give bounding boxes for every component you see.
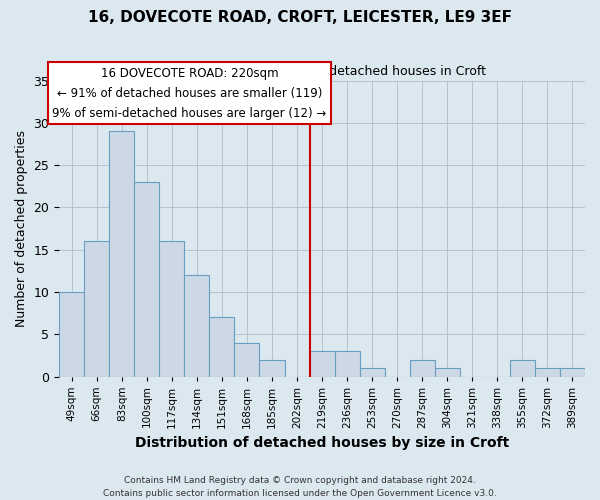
Text: 16 DOVECOTE ROAD: 220sqm
← 91% of detached houses are smaller (119)
9% of semi-d: 16 DOVECOTE ROAD: 220sqm ← 91% of detach… (52, 66, 326, 120)
Bar (410, 360, 435, 376)
Y-axis label: Number of detached properties: Number of detached properties (15, 130, 28, 327)
Bar (109, 132, 134, 376)
Bar (259, 360, 284, 376)
Bar (235, 342, 259, 376)
Bar (335, 351, 359, 376)
Bar (184, 275, 209, 376)
Bar (134, 182, 160, 376)
X-axis label: Distribution of detached houses by size in Croft: Distribution of detached houses by size … (135, 436, 509, 450)
Bar (84, 241, 109, 376)
Bar (209, 318, 235, 376)
Bar (435, 368, 460, 376)
Bar (535, 368, 560, 376)
Bar (510, 360, 535, 376)
Title: Size of property relative to detached houses in Croft: Size of property relative to detached ho… (158, 65, 486, 78)
Text: 16, DOVECOTE ROAD, CROFT, LEICESTER, LE9 3EF: 16, DOVECOTE ROAD, CROFT, LEICESTER, LE9… (88, 10, 512, 25)
Bar (59, 292, 84, 376)
Bar (160, 241, 184, 376)
Bar (560, 368, 585, 376)
Bar (359, 368, 385, 376)
Bar (310, 351, 335, 376)
Text: Contains HM Land Registry data © Crown copyright and database right 2024.
Contai: Contains HM Land Registry data © Crown c… (103, 476, 497, 498)
